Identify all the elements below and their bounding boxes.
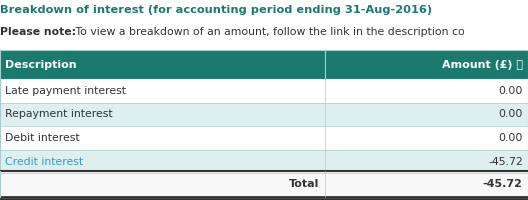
Text: Credit interest: Credit interest	[5, 157, 83, 167]
FancyBboxPatch shape	[325, 79, 528, 103]
FancyBboxPatch shape	[325, 126, 528, 150]
Text: Repayment interest: Repayment interest	[5, 109, 113, 119]
Text: Please note:: Please note:	[0, 27, 76, 37]
Text: Amount (£) ⓘ: Amount (£) ⓘ	[442, 60, 523, 70]
Text: 0.00: 0.00	[498, 133, 523, 143]
Text: To view a breakdown of an amount, follow the link in the description co: To view a breakdown of an amount, follow…	[72, 27, 465, 37]
FancyBboxPatch shape	[0, 103, 325, 126]
Text: Debit interest: Debit interest	[5, 133, 80, 143]
FancyBboxPatch shape	[0, 50, 528, 79]
FancyBboxPatch shape	[0, 126, 325, 150]
Text: -45.72: -45.72	[488, 157, 523, 167]
Text: 0.00: 0.00	[498, 86, 523, 96]
Text: Late payment interest: Late payment interest	[5, 86, 126, 96]
Text: 0.00: 0.00	[498, 109, 523, 119]
FancyBboxPatch shape	[325, 150, 528, 173]
Text: -45.72: -45.72	[483, 179, 523, 189]
FancyBboxPatch shape	[325, 171, 528, 197]
FancyBboxPatch shape	[325, 103, 528, 126]
FancyBboxPatch shape	[0, 171, 325, 197]
Text: Description: Description	[5, 60, 77, 70]
FancyBboxPatch shape	[0, 150, 325, 173]
Text: Breakdown of interest (for accounting period ending 31-Aug-2016): Breakdown of interest (for accounting pe…	[0, 5, 432, 15]
FancyBboxPatch shape	[0, 79, 325, 103]
Text: Total: Total	[289, 179, 319, 189]
